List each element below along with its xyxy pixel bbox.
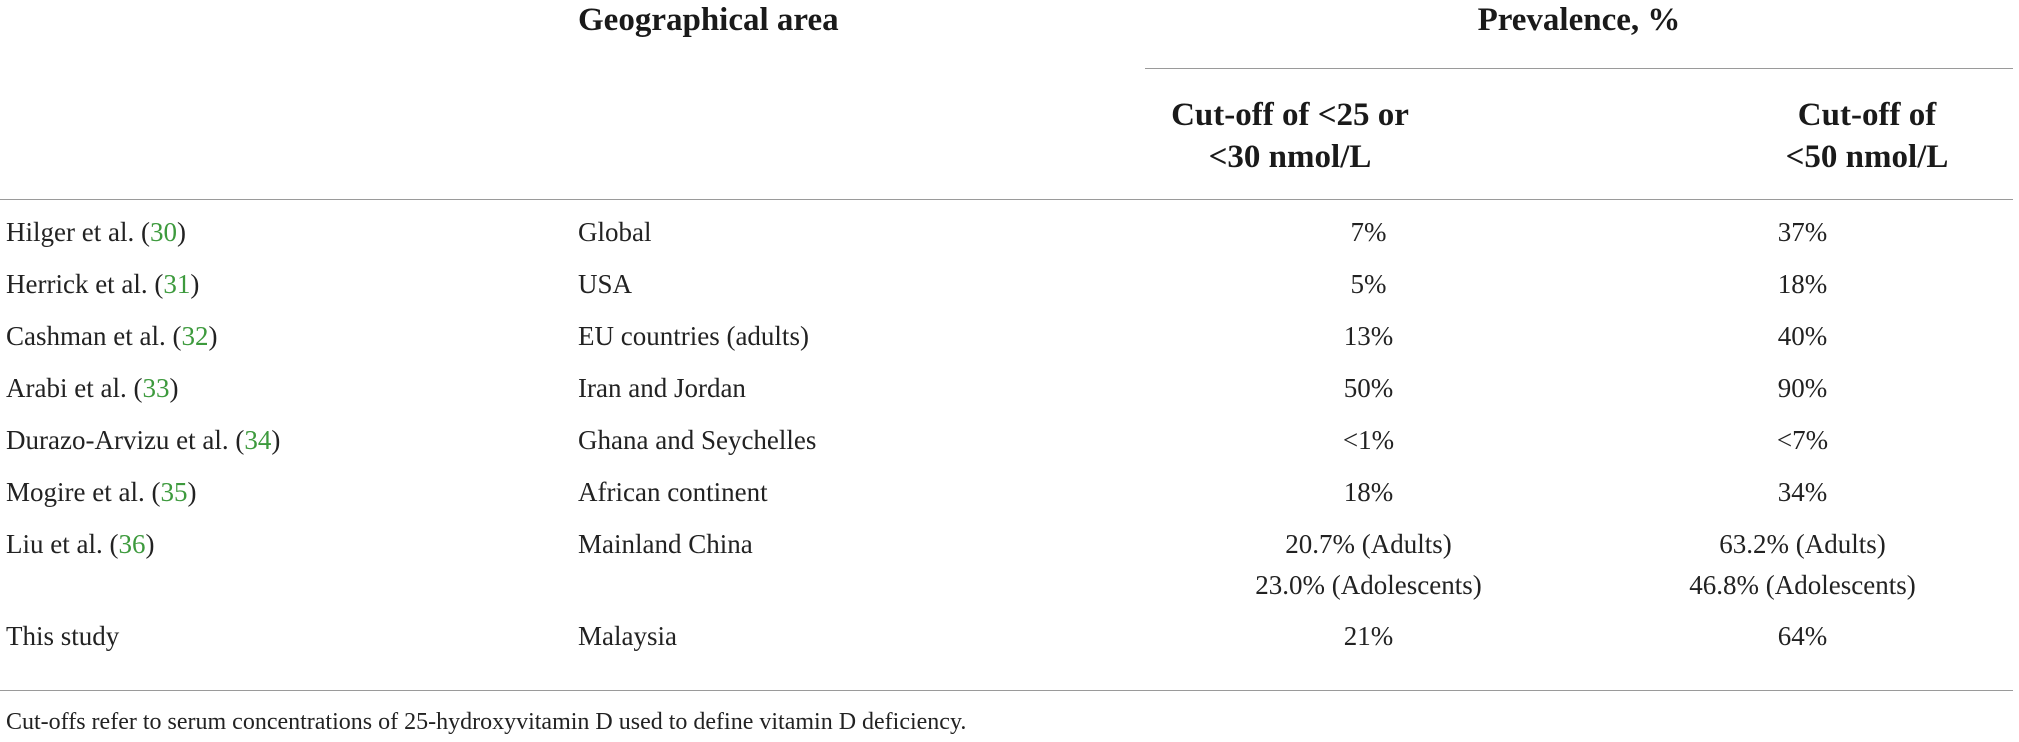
header-divider	[0, 199, 2013, 200]
prevalence-cutoff-25-30-cell: 5%	[1350, 269, 1387, 299]
study-close-paren: )	[187, 477, 197, 507]
table-row: Liu et al. (36) Mainland China 20.7% (Ad…	[0, 528, 2013, 620]
study-close-paren: )	[190, 269, 200, 299]
header-cutoff-50-line1: Cut-off of	[1797, 97, 1937, 133]
prevalence-cutoff-50-cell: 37%	[1777, 217, 1828, 247]
area-cell: USA	[578, 269, 633, 299]
footer-divider	[0, 690, 2013, 691]
prevalence-adults: 63.2% (Adults)	[1719, 529, 1886, 559]
study-author: This study	[6, 621, 120, 651]
header-cutoff-25-30: Cut-off of <25 or <30 nmol/L	[1060, 94, 1520, 178]
reference-link[interactable]: 32	[181, 321, 209, 351]
prevalence-cutoff-25-30-cell: 21%	[1343, 621, 1394, 651]
study-cell: Hilger et al. (30)	[0, 216, 578, 268]
header-cutoff-50: Cut-off of <50 nmol/L	[1637, 94, 2019, 178]
prevalence-adolescents: 46.8% (Adolescents)	[1689, 570, 1916, 600]
study-author: Arabi et al. (	[6, 373, 143, 403]
reference-link[interactable]: 36	[118, 529, 146, 559]
table-row: Mogire et al. (35) African continent 18%…	[0, 476, 2013, 528]
prevalence-cutoff-50-cell: 40%	[1777, 321, 1828, 351]
prevalence-cutoff-25-30-cell: 20.7% (Adults) 23.0% (Adolescents)	[1145, 528, 1592, 620]
study-cell: Cashman et al. (32)	[0, 320, 578, 372]
table-row: Cashman et al. (32) EU countries (adults…	[0, 320, 2013, 372]
prevalence-adolescents: 23.0% (Adolescents)	[1255, 570, 1482, 600]
prevalence-cutoff-50-cell: <7%	[1776, 425, 1829, 455]
reference-link[interactable]: 31	[163, 269, 191, 299]
table-row: Hilger et al. (30) Global 7% 37%	[0, 216, 2013, 268]
study-close-paren: )	[176, 217, 186, 247]
study-cell: Liu et al. (36)	[0, 528, 578, 620]
study-cell: Mogire et al. (35)	[0, 476, 578, 528]
table-footnote: Cut-offs refer to serum concentrations o…	[6, 709, 967, 735]
study-close-paren: )	[271, 425, 281, 455]
study-cell: Arabi et al. (33)	[0, 372, 578, 424]
prevalence-cutoff-50-cell: 64%	[1777, 621, 1828, 651]
study-close-paren: )	[145, 529, 155, 559]
area-cell: African continent	[578, 477, 768, 507]
prevalence-adults: 20.7% (Adults)	[1285, 529, 1452, 559]
header-cutoff-50-line2: <50 nmol/L	[1785, 139, 1949, 175]
prevalence-cutoff-25-30-cell: 13%	[1343, 321, 1394, 351]
area-cell: Global	[578, 217, 652, 247]
reference-link[interactable]: 33	[142, 373, 170, 403]
table-row: This study Malaysia 21% 64%	[0, 620, 2013, 672]
study-author: Cashman et al. (	[6, 321, 182, 351]
study-author: Herrick et al. (	[6, 269, 164, 299]
table-row: Durazo-Arvizu et al. (34) Ghana and Seyc…	[0, 424, 2013, 476]
study-author: Liu et al. (	[6, 529, 119, 559]
reference-link[interactable]: 34	[244, 425, 272, 455]
header-prevalence: Prevalence, %	[1477, 2, 1681, 38]
prevalence-cutoff-50-cell: 18%	[1777, 269, 1828, 299]
study-close-paren: )	[208, 321, 218, 351]
prevalence-cutoff-50-cell: 63.2% (Adults) 46.8% (Adolescents)	[1592, 528, 2013, 620]
study-author: Hilger et al. (	[6, 217, 150, 247]
area-cell: Ghana and Seychelles	[578, 425, 817, 455]
prevalence-cutoff-25-30-cell: 7%	[1350, 217, 1387, 247]
reference-link[interactable]: 35	[160, 477, 188, 507]
study-cell: Herrick et al. (31)	[0, 268, 578, 320]
area-cell: Iran and Jordan	[578, 373, 746, 403]
study-author: Mogire et al. (	[6, 477, 161, 507]
header-cutoff-25-30-line1: Cut-off of <25 or	[1171, 97, 1409, 133]
study-author: Durazo-Arvizu et al. (	[6, 425, 245, 455]
prevalence-cutoff-50-cell: 34%	[1777, 477, 1828, 507]
reference-link[interactable]: 30	[149, 217, 177, 247]
prevalence-cutoff-25-30-cell: <1%	[1342, 425, 1395, 455]
header-geographical-area: Geographical area	[578, 2, 839, 38]
table-row: Herrick et al. (31) USA 5% 18%	[0, 268, 2013, 320]
study-cell: This study	[0, 620, 578, 672]
area-cell: EU countries (adults)	[578, 321, 809, 351]
table-body: Hilger et al. (30) Global 7% 37% Herrick…	[0, 216, 2013, 672]
prevalence-cutoff-50-cell: 90%	[1777, 373, 1828, 403]
prevalence-cutoff-25-30-cell: 50%	[1343, 373, 1394, 403]
prevalence-cutoff-25-30-cell: 18%	[1343, 477, 1394, 507]
area-cell: Mainland China	[578, 529, 753, 559]
study-close-paren: )	[169, 373, 179, 403]
table-row: Arabi et al. (33) Iran and Jordan 50% 90…	[0, 372, 2013, 424]
header-cutoff-25-30-line2: <30 nmol/L	[1208, 139, 1372, 175]
area-cell: Malaysia	[578, 621, 677, 651]
study-cell: Durazo-Arvizu et al. (34)	[0, 424, 578, 476]
prevalence-divider	[1145, 68, 2013, 69]
